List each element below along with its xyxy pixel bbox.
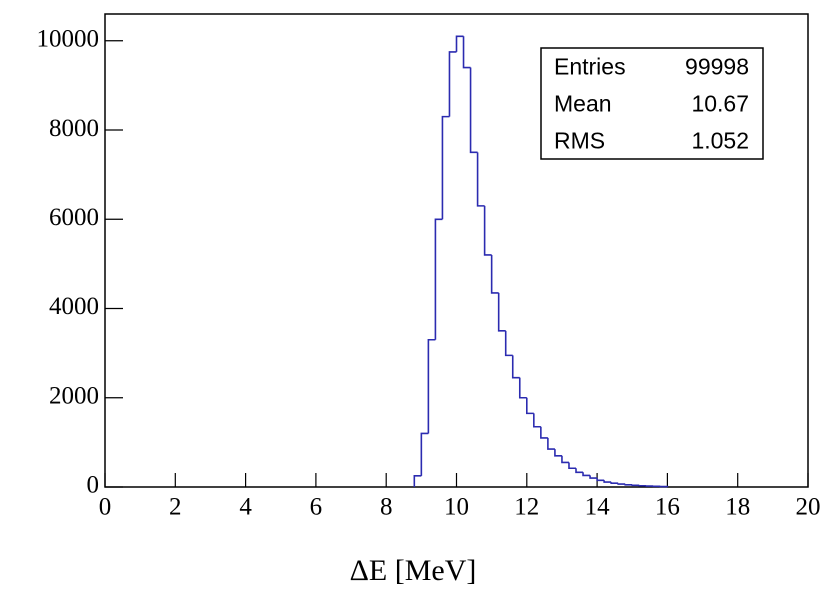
stats-box <box>540 47 764 160</box>
stats-label: Entries <box>554 53 626 79</box>
histogram-bin <box>455 35 464 52</box>
y-tick-label: 6000 <box>49 204 99 231</box>
y-tick-label: 10000 <box>37 26 100 53</box>
histogram-bin <box>554 449 562 457</box>
y-tick-label: 2000 <box>49 382 99 409</box>
x-tick-label: 14 <box>585 494 611 521</box>
stats-value: 1.052 <box>691 127 749 153</box>
y-tick-label: 0 <box>87 472 100 499</box>
histogram-bin <box>511 355 520 379</box>
histogram-bin <box>603 480 612 483</box>
histogram-bin <box>561 455 569 464</box>
stats-value: 99998 <box>685 53 749 79</box>
histogram-bin <box>476 152 485 207</box>
y-tick-label: 4000 <box>49 293 99 320</box>
x-tick-label: 8 <box>380 494 393 521</box>
histogram-bin <box>547 437 555 450</box>
histogram-bin <box>589 475 598 479</box>
y-tick-label: 8000 <box>49 115 99 142</box>
histogram-bin <box>575 468 584 474</box>
stats-label: Mean <box>554 90 612 116</box>
histogram-bin <box>497 292 506 332</box>
x-tick-label: 12 <box>514 494 539 521</box>
histogram-bin <box>469 67 478 154</box>
histogram-bin <box>617 483 626 485</box>
x-tick-label: 20 <box>796 494 821 521</box>
histogram-bin <box>441 115 450 220</box>
histogram-bin <box>610 482 619 485</box>
histogram-bin <box>434 218 443 340</box>
histogram-bin <box>526 397 534 415</box>
histogram-bin <box>413 475 422 487</box>
histogram-bin <box>659 485 669 488</box>
histogram-bin <box>448 51 457 117</box>
histogram-bin <box>462 36 471 69</box>
histogram-bin <box>540 426 548 439</box>
histogram-bin <box>568 462 577 470</box>
stats-value: 10.67 <box>691 90 749 116</box>
histogram-bin <box>624 483 633 486</box>
histogram-bin <box>582 472 591 477</box>
x-tick-label: 18 <box>725 494 750 521</box>
histogram-bin <box>427 338 436 434</box>
histogram-bin <box>596 478 605 482</box>
histogram-bin <box>631 484 640 487</box>
histogram-bin <box>420 432 429 476</box>
x-tick-label: 16 <box>655 494 680 521</box>
histogram-bin <box>533 413 541 428</box>
histogram-bin <box>504 330 513 357</box>
x-tick-label: 6 <box>310 494 323 521</box>
histogram-bin <box>483 205 492 256</box>
x-tick-label: 0 <box>99 494 112 521</box>
x-tick-label: 4 <box>239 494 252 521</box>
x-axis-title: ΔE [MeV] <box>350 554 477 587</box>
histogram-bin <box>490 254 499 294</box>
stats-label: RMS <box>554 127 605 153</box>
x-tick-label: 2 <box>169 494 182 521</box>
x-tick-label: 10 <box>444 494 469 521</box>
histogram-bin <box>518 377 527 399</box>
